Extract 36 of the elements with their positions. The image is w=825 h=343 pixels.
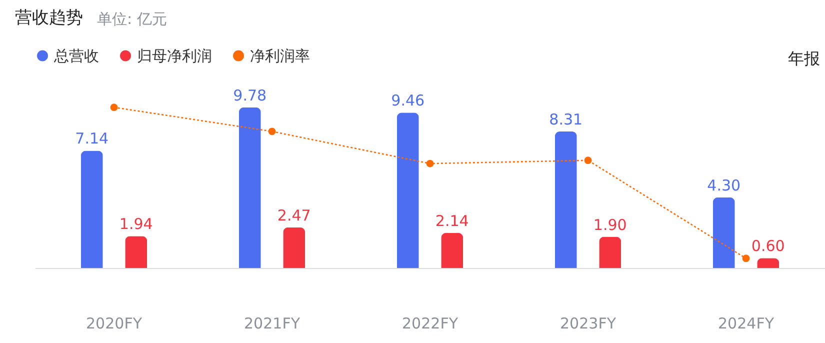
- x-tick-label: 2023FY: [560, 314, 617, 332]
- point: [742, 254, 750, 262]
- point: [110, 104, 118, 112]
- data-label: 4.30: [707, 176, 741, 194]
- x-tick-label: 2024FY: [718, 314, 775, 332]
- bar: [554, 131, 577, 268]
- bar: [80, 150, 103, 268]
- bar: [238, 107, 261, 268]
- data-label: 2.14: [435, 212, 469, 230]
- data-label: 2.47: [277, 206, 311, 224]
- data-label: 1.90: [593, 216, 627, 234]
- bar: [396, 112, 419, 268]
- bar: [757, 258, 780, 268]
- legend-label: 总营收: [53, 46, 99, 65]
- bar: [283, 227, 306, 268]
- legend-label: 净利润率: [250, 46, 310, 65]
- point: [584, 156, 592, 164]
- point: [268, 128, 276, 136]
- data-label: 9.78: [233, 86, 267, 104]
- text: 年报: [788, 49, 820, 68]
- bar: [125, 236, 148, 268]
- x-tick-label: 2022FY: [402, 314, 459, 332]
- x-tick-label: 2021FY: [244, 314, 301, 332]
- x-tick-label: 2020FY: [86, 314, 143, 332]
- bar: [712, 197, 735, 268]
- legend-label: 归母净利润: [137, 46, 212, 65]
- data-label: 1.94: [119, 215, 153, 234]
- data-label: 7.14: [75, 130, 109, 148]
- point: [426, 160, 434, 168]
- chart-title: 营收趋势: [15, 8, 83, 28]
- bar: [441, 232, 464, 268]
- bar: [599, 236, 622, 268]
- data-label: 8.31: [549, 110, 583, 128]
- data-label: 0.60: [751, 237, 785, 256]
- data-label: 9.46: [391, 92, 425, 110]
- chart-subtitle: 单位: 亿元: [97, 10, 167, 28]
